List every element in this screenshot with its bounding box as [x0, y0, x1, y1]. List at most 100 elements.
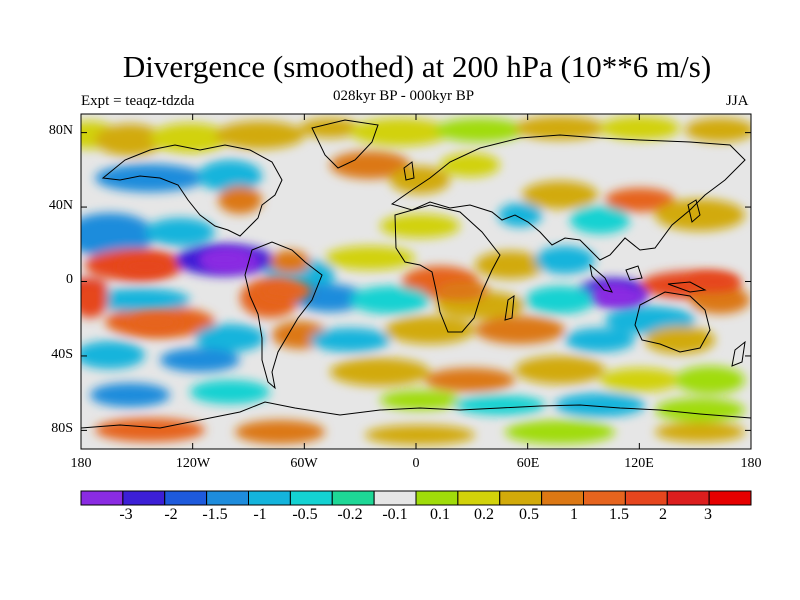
colorbar-box	[457, 490, 501, 506]
coast-eurasia	[390, 134, 746, 261]
coast-australia	[634, 291, 711, 353]
colorbar-label: 0.1	[430, 506, 450, 523]
field-blob	[515, 116, 605, 140]
colorbar-box	[331, 490, 375, 506]
colorbar-label: 1.5	[609, 506, 629, 523]
axis-ticks	[80, 114, 752, 449]
season-label: JJA	[726, 93, 749, 109]
field-blob	[90, 288, 190, 312]
lat-label-eq: 0	[66, 272, 73, 287]
field-features	[120, 249, 740, 333]
colorbar-label: -1	[253, 506, 267, 523]
field-blob	[198, 160, 262, 192]
strong-divergence-east-pacific	[120, 256, 173, 277]
colorbar-label: -2	[164, 506, 178, 523]
field-blob	[565, 328, 635, 352]
field-blob	[655, 398, 745, 422]
lon-label-180w: 180	[70, 456, 92, 471]
lat-label-80s: 80S	[51, 421, 73, 436]
field-blob	[390, 166, 450, 194]
colorbar-box	[164, 490, 208, 506]
lon-label-180e: 180	[740, 456, 762, 471]
coast-japan	[687, 199, 701, 223]
colorbar-box	[80, 490, 124, 506]
field-blob	[270, 250, 310, 274]
field-blob	[525, 286, 595, 314]
coast-borneo	[625, 265, 643, 281]
experiment-label: Expt = teaqz-tdzda	[81, 93, 195, 109]
field-blob	[310, 328, 390, 352]
strong-convergence-indonesia	[594, 286, 647, 307]
field-blob	[425, 368, 515, 392]
colorbar-label: 2	[659, 506, 667, 523]
colorbar-box	[499, 490, 543, 506]
coast-south-america	[244, 241, 323, 390]
colorbar-box	[415, 490, 459, 506]
field-blob	[215, 121, 305, 149]
field-blob	[95, 164, 205, 192]
field-blob	[350, 286, 430, 314]
field-blob	[218, 186, 262, 214]
field-blob	[605, 188, 675, 212]
colorbar-box	[373, 490, 417, 506]
field-blob	[440, 153, 500, 177]
coast-greenland	[311, 119, 379, 169]
lon-label-60w: 60W	[290, 456, 318, 471]
colorbar-box	[708, 490, 752, 506]
lon-label-120e: 120E	[624, 456, 654, 471]
colorbar-box	[541, 490, 584, 506]
field-blob	[325, 246, 415, 270]
field-blob	[81, 213, 155, 257]
field-blob	[235, 420, 325, 444]
colorbar-label: 3	[704, 506, 712, 523]
colorbar-label: -0.1	[382, 506, 408, 523]
field-blob	[300, 118, 360, 138]
field-blob	[505, 420, 615, 444]
colorbar-label: 0.5	[519, 506, 539, 523]
field-blob	[380, 390, 460, 410]
field-blob	[555, 393, 645, 417]
field-blob	[90, 383, 170, 407]
field-blob	[380, 214, 460, 238]
divergence-south-america	[259, 280, 312, 301]
field-blob	[685, 118, 751, 142]
field-blob	[81, 341, 145, 369]
colorbar-box	[248, 490, 291, 506]
field-blob	[95, 124, 165, 156]
field-blob	[435, 118, 525, 142]
strong-convergence-central-america	[198, 249, 251, 270]
field-blob	[675, 366, 745, 394]
coast-new-zealand	[731, 340, 746, 367]
colorbar-label: -3	[119, 506, 133, 523]
strong-divergence-west-pacific	[687, 271, 740, 292]
field-blob	[522, 181, 598, 209]
field-blob	[600, 368, 680, 392]
lon-label-60e: 60E	[516, 456, 540, 471]
field-blob	[365, 425, 475, 445]
colorbar	[80, 490, 752, 506]
field-blob	[330, 151, 410, 179]
colorbar-box	[583, 490, 626, 506]
field-blob	[160, 348, 240, 372]
plot-subtitle: 028kyr BP - 000kyr BP	[333, 88, 475, 104]
coastlines	[81, 119, 751, 429]
field-blob	[385, 316, 475, 344]
field-blob	[455, 395, 545, 415]
field-blob	[95, 418, 205, 442]
coast-new-guinea	[667, 281, 707, 293]
colorbar-box	[206, 490, 249, 506]
field-blob	[535, 246, 595, 274]
colorbar-label: -0.5	[292, 506, 318, 523]
coast-antarctica	[81, 401, 751, 429]
colorbar-label: -1.5	[202, 506, 228, 523]
field-blob	[655, 422, 745, 442]
field-blob	[645, 326, 715, 354]
field-blob	[475, 316, 565, 344]
colorbar-label: -0.2	[337, 506, 363, 523]
field-blob	[330, 358, 430, 386]
coast-british-isles	[403, 161, 415, 181]
colorbar-box	[666, 490, 710, 506]
divergence-south-pacific	[129, 312, 182, 333]
field-blob	[690, 286, 750, 314]
